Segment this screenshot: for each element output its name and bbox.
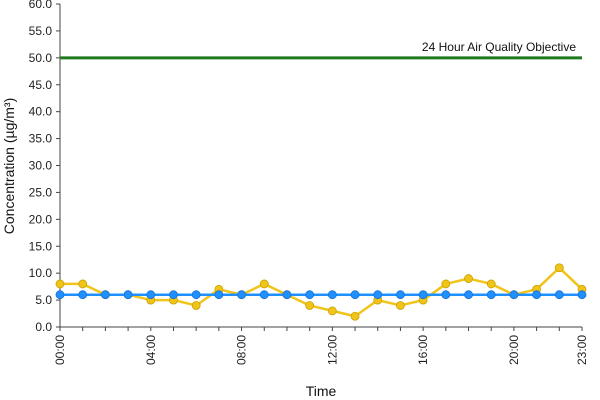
objective-label: 24 Hour Air Quality Objective (422, 40, 576, 54)
y-tick-label: 0.0 (35, 320, 52, 334)
data-point (169, 290, 178, 300)
y-tick-label: 5.0 (35, 293, 52, 307)
data-point (350, 290, 360, 300)
y-tick-label: 30.0 (29, 159, 53, 173)
data-point (350, 311, 360, 321)
series-line-0 (60, 266, 583, 318)
data-point (327, 306, 337, 316)
x-tick-label: 04:00 (144, 335, 158, 365)
data-point (554, 263, 564, 273)
data-point (78, 290, 88, 300)
y-tick-label: 50.0 (29, 51, 53, 65)
data-point (191, 290, 201, 300)
data-point (577, 290, 587, 300)
y-tick-label: 35.0 (29, 132, 53, 146)
data-point (532, 290, 542, 300)
data-point (123, 290, 133, 300)
data-point (464, 290, 473, 300)
data-point (259, 279, 269, 289)
data-point (55, 290, 65, 300)
series-group (55, 263, 587, 321)
y-tick-label: 25.0 (29, 185, 53, 199)
data-point (305, 301, 315, 310)
objective-line-group: 24 Hour Air Quality Objective (60, 40, 582, 60)
x-axis-title: Time (306, 383, 337, 399)
x-tick-label: 23:00 (575, 335, 589, 365)
data-point (396, 301, 405, 310)
data-point (100, 290, 110, 300)
y-tick-label: 10.0 (29, 266, 53, 280)
data-point (373, 290, 383, 300)
data-point (441, 279, 451, 289)
data-point (327, 290, 337, 300)
data-point (509, 290, 519, 300)
data-point (146, 290, 156, 300)
x-tick-label: 08:00 (235, 335, 249, 365)
y-tick-label: 60.0 (29, 0, 53, 11)
x-axis-ticks: 00:00 04:00 08:00 12:00 16:00 20:00 23:00 (53, 327, 589, 365)
data-point (418, 290, 428, 300)
data-point (486, 279, 496, 289)
y-tick-label: 45.0 (29, 78, 53, 92)
y-axis-ticks: 0.0 5.0 10.0 15.0 20.0 25.0 30.0 35.0 40.0 45.0 50… (29, 0, 60, 334)
data-point (396, 290, 405, 300)
data-point (259, 290, 269, 300)
data-point (214, 290, 224, 300)
data-point (441, 290, 451, 300)
data-point (237, 290, 246, 300)
x-tick-label: 16:00 (416, 335, 430, 365)
data-point (554, 290, 564, 300)
x-tick-label: 20:00 (507, 335, 521, 365)
data-point (282, 290, 292, 300)
y-tick-label: 40.0 (29, 105, 53, 119)
x-tick-label: 12:00 (325, 335, 339, 365)
data-point (305, 290, 315, 300)
data-point (191, 301, 201, 310)
y-axis-title: Concentration (µg/m³) (1, 98, 17, 234)
data-point (486, 290, 496, 300)
y-tick-label: 15.0 (29, 239, 53, 253)
data-point (55, 279, 65, 289)
x-tick-label: 00:00 (53, 335, 67, 365)
y-tick-label: 20.0 (29, 212, 53, 226)
y-tick-label: 55.0 (29, 24, 53, 38)
data-point (464, 274, 473, 283)
data-point (78, 279, 88, 289)
